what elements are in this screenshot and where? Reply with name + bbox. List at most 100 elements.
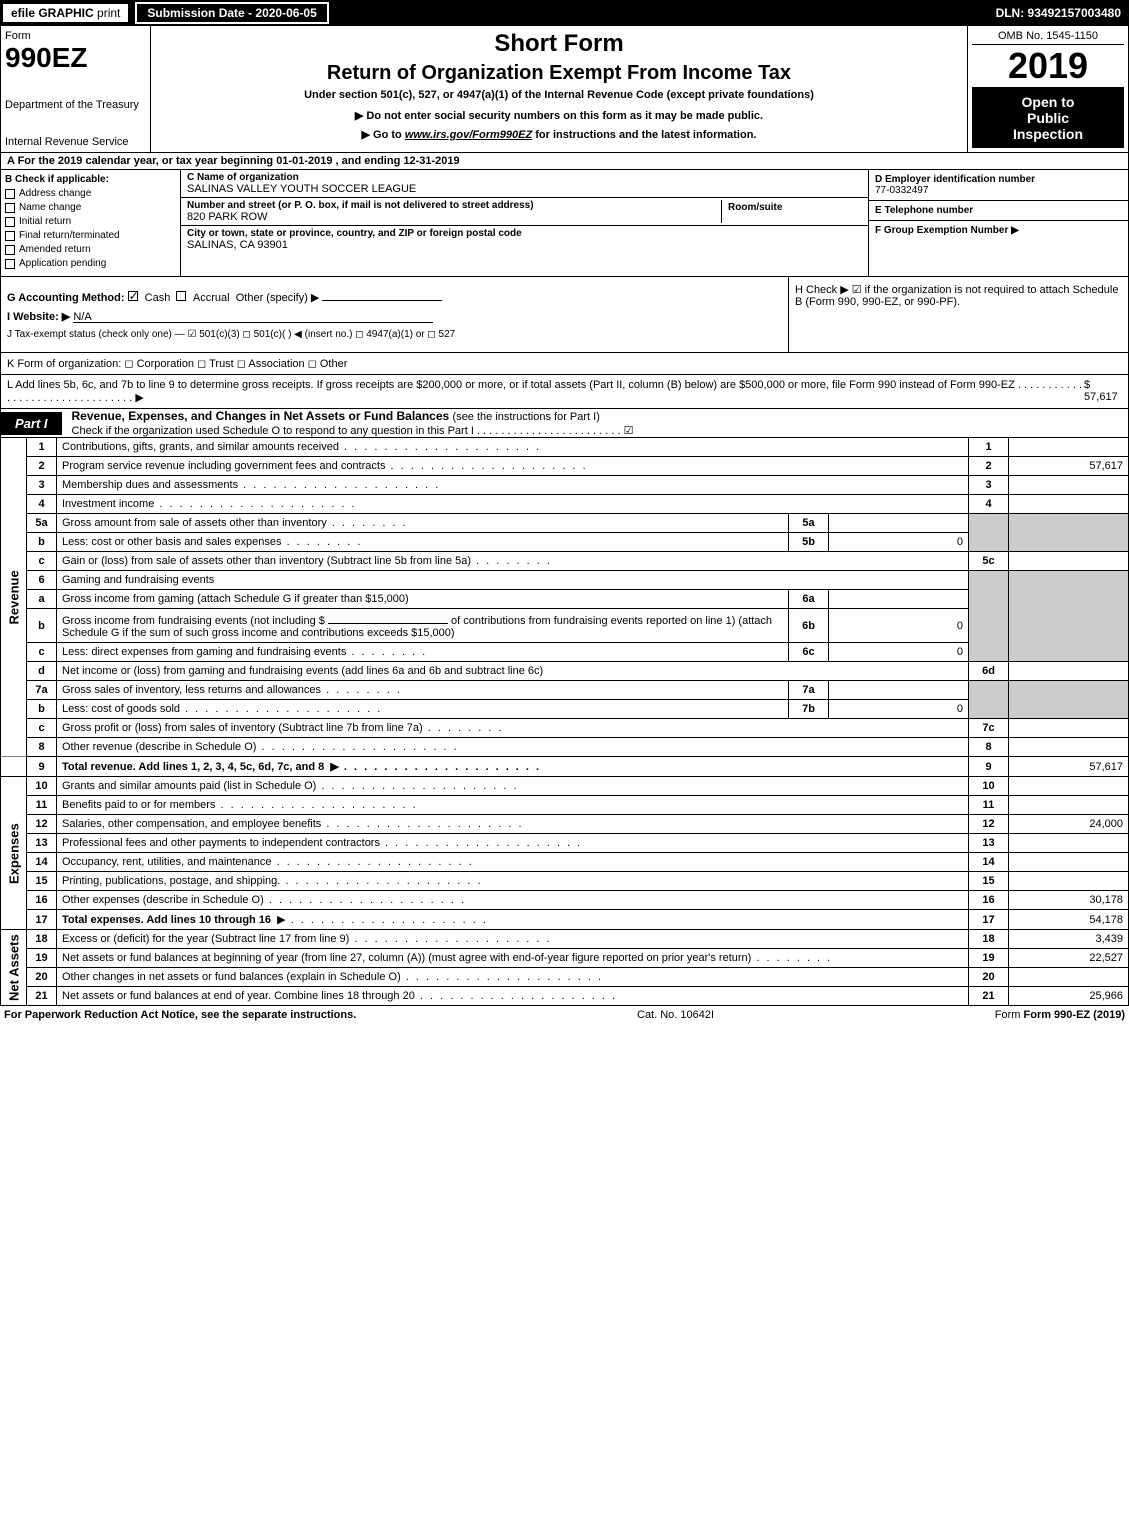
- table-row: b Gross income from fundraising events (…: [1, 609, 1129, 643]
- org-name-label: C Name of organization: [187, 172, 862, 183]
- line-num: 10: [27, 777, 57, 796]
- goto-link[interactable]: www.irs.gov/Form990EZ: [405, 129, 532, 141]
- check-amended-return[interactable]: Amended return: [5, 244, 176, 255]
- line-num: 2: [27, 457, 57, 476]
- line-col: 1: [969, 438, 1009, 457]
- line-col: 4: [969, 495, 1009, 514]
- open-line1: Open to: [974, 94, 1122, 110]
- open-line2: Public: [974, 110, 1122, 126]
- line-col: 15: [969, 872, 1009, 891]
- box-e: E Telephone number: [869, 201, 1128, 221]
- goto-row: ▶ Go to www.irs.gov/Form990EZ for instru…: [155, 128, 963, 141]
- line-desc: Membership dues and assessments: [57, 476, 969, 495]
- shaded-cell: [969, 514, 1009, 552]
- line-col: 6d: [969, 662, 1009, 681]
- line-a-tax-year: A For the 2019 calendar year, or tax yea…: [0, 153, 1129, 170]
- line-val: [1009, 719, 1129, 738]
- line-num: 5a: [27, 514, 57, 533]
- g-accrual: Accrual: [193, 292, 230, 304]
- line-desc: Net assets or fund balances at end of ye…: [57, 987, 969, 1006]
- print-text[interactable]: print: [97, 6, 120, 20]
- irs-label: Internal Revenue Service: [5, 136, 146, 148]
- line-desc: Other revenue (describe in Schedule O): [57, 738, 969, 757]
- line-num: 14: [27, 853, 57, 872]
- check-initial-return[interactable]: Initial return: [5, 216, 176, 227]
- street-value: 820 PARK ROW: [187, 211, 721, 223]
- line-num: 17: [27, 910, 57, 930]
- table-row: 15 Printing, publications, postage, and …: [1, 872, 1129, 891]
- efile-badge: efile GRAPHIC print: [2, 3, 129, 23]
- blank-fill: [328, 612, 448, 624]
- line-num: 3: [27, 476, 57, 495]
- expenses-side-label: Expenses: [1, 777, 27, 930]
- line-val: [1009, 834, 1129, 853]
- table-row: 9 Total revenue. Add lines 1, 2, 3, 4, 5…: [1, 757, 1129, 777]
- do-not-enter-text: ▶ Do not enter social security numbers o…: [155, 109, 963, 122]
- line-desc: Less: direct expenses from gaming and fu…: [57, 643, 789, 662]
- goto-suffix: for instructions and the latest informat…: [535, 129, 756, 141]
- checkbox-icon: [5, 189, 15, 199]
- table-row: 20 Other changes in net assets or fund b…: [1, 968, 1129, 987]
- line-val: 25,966: [1009, 987, 1129, 1006]
- line-l-text: L Add lines 5b, 6c, and 7b to line 9 to …: [7, 379, 1084, 404]
- line-num: 12: [27, 815, 57, 834]
- dln-number: DLN: 93492157003480: [996, 6, 1121, 20]
- line-val: [1009, 552, 1129, 571]
- check-address-change[interactable]: Address change: [5, 188, 176, 199]
- line-num: 7a: [27, 681, 57, 700]
- line-desc: Contributions, gifts, grants, and simila…: [57, 438, 969, 457]
- department-label: Department of the Treasury: [5, 99, 146, 111]
- shaded-cell: [969, 681, 1009, 719]
- sub-num: 7a: [789, 681, 829, 700]
- city-row: City or town, state or province, country…: [181, 226, 868, 253]
- line-desc: Gross profit or (loss) from sales of inv…: [57, 719, 969, 738]
- desc-part1: Gross income from fundraising events (no…: [62, 615, 325, 627]
- part1-label: Part I: [1, 412, 62, 435]
- checkbox-icon: [5, 259, 15, 269]
- ghij-block: G Accounting Method: Cash Accrual Other …: [0, 277, 1129, 353]
- shaded-cell: [1009, 514, 1129, 552]
- sub-val: 0: [829, 643, 969, 662]
- check-label: Application pending: [19, 258, 106, 269]
- check-label: Name change: [19, 202, 81, 213]
- checkbox-cash-icon[interactable]: [128, 291, 138, 301]
- checkbox-icon: [5, 231, 15, 241]
- submission-date: Submission Date - 2020-06-05: [135, 2, 328, 24]
- table-row: 8 Other revenue (describe in Schedule O)…: [1, 738, 1129, 757]
- check-name-change[interactable]: Name change: [5, 202, 176, 213]
- line-col: 2: [969, 457, 1009, 476]
- part1-table: Revenue 1 Contributions, gifts, grants, …: [0, 438, 1129, 1006]
- table-row: 11 Benefits paid to or for members 11: [1, 796, 1129, 815]
- sub-val: 0: [829, 700, 969, 719]
- line-col: 9: [969, 757, 1009, 777]
- check-label: Address change: [19, 188, 91, 199]
- check-application-pending[interactable]: Application pending: [5, 258, 176, 269]
- table-row: 5a Gross amount from sale of assets othe…: [1, 514, 1129, 533]
- footer-center: Cat. No. 10642I: [637, 1009, 714, 1021]
- shaded-cell: [1009, 571, 1129, 662]
- line-val: 57,617: [1009, 757, 1129, 777]
- table-row: 17 Total expenses. Add lines 10 through …: [1, 910, 1129, 930]
- form-number: 990EZ: [5, 42, 146, 74]
- g-other-fill[interactable]: [322, 289, 442, 301]
- line-desc: Gross income from gaming (attach Schedul…: [57, 590, 789, 609]
- room-suite: Room/suite: [722, 200, 862, 223]
- sub-val: 0: [829, 609, 969, 643]
- line-num: b: [27, 533, 57, 552]
- footer-right: Form Form 990-EZ (2019): [995, 1009, 1125, 1021]
- line-col: 18: [969, 930, 1009, 949]
- header-center: Short Form Return of Organization Exempt…: [151, 26, 968, 152]
- line-val: 30,178: [1009, 891, 1129, 910]
- line-col: 19: [969, 949, 1009, 968]
- page-footer: For Paperwork Reduction Act Notice, see …: [0, 1006, 1129, 1024]
- shaded-cell: [1009, 681, 1129, 719]
- line-desc: Gross sales of inventory, less returns a…: [57, 681, 789, 700]
- checkbox-accrual-icon[interactable]: [176, 291, 186, 301]
- omb-number: OMB No. 1545-1150: [972, 30, 1124, 45]
- line-num: b: [27, 700, 57, 719]
- under-section-text: Under section 501(c), 527, or 4947(a)(1)…: [155, 89, 963, 101]
- sub-num: 5a: [789, 514, 829, 533]
- part1-check-note: Check if the organization used Schedule …: [72, 425, 634, 437]
- sub-val: [829, 514, 969, 533]
- check-final-return[interactable]: Final return/terminated: [5, 230, 176, 241]
